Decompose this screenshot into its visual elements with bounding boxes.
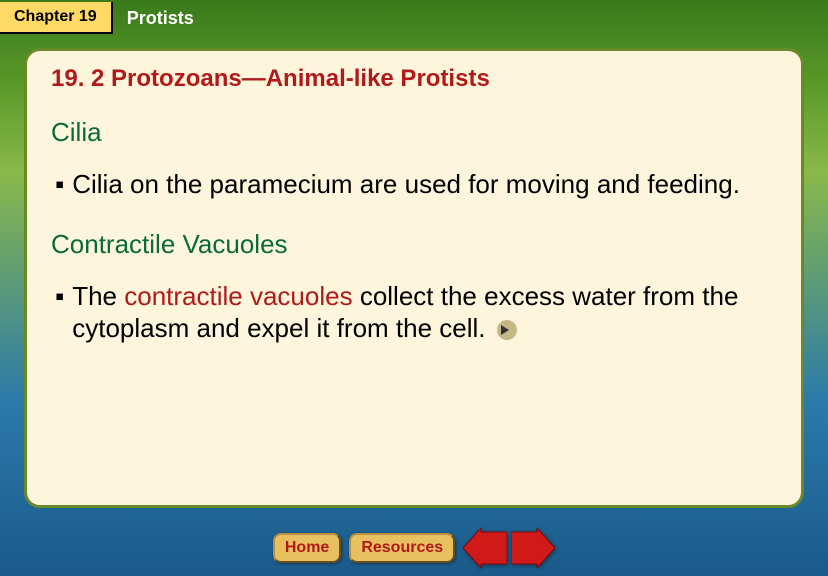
- header-bar: Chapter 19 Protists: [0, 0, 828, 36]
- prev-arrow-button[interactable]: [463, 528, 507, 568]
- chapter-label: Chapter 19: [14, 8, 97, 25]
- bullet-rest: on the paramecium are used for moving an…: [123, 169, 740, 199]
- resources-button[interactable]: Resources: [349, 533, 455, 563]
- next-arrow-button[interactable]: [511, 528, 555, 568]
- section-title: 19. 2 Protozoans—Animal-like Protists: [51, 65, 777, 93]
- bullet-vacuoles: ▪ The contractile vacuoles collect the e…: [51, 280, 777, 345]
- subtitle-vacuoles: Contractile Vacuoles: [51, 229, 777, 260]
- bullet-text-cilia: Cilia on the paramecium are used for mov…: [72, 168, 740, 201]
- arrow-group: [463, 528, 555, 568]
- bullet-prefix: The: [72, 281, 124, 311]
- bullet-highlight: contractile vacuoles: [124, 281, 352, 311]
- resources-label: Resources: [361, 539, 443, 556]
- subtitle-cilia: Cilia: [51, 117, 777, 148]
- home-button[interactable]: Home: [273, 533, 341, 563]
- content-panel: 19. 2 Protozoans—Animal-like Protists Ci…: [24, 48, 804, 508]
- bullet-marker: ▪: [55, 168, 64, 201]
- bullet-cilia: ▪ Cilia on the paramecium are used for m…: [51, 168, 777, 201]
- bullet-text-vacuoles: The contractile vacuoles collect the exc…: [72, 280, 777, 345]
- bullet-marker: ▪: [55, 280, 64, 345]
- chapter-title: Protists: [127, 8, 194, 29]
- bullet-prefix: Cilia: [72, 169, 123, 199]
- home-label: Home: [285, 539, 329, 556]
- audio-icon[interactable]: [497, 320, 517, 340]
- chapter-tab: Chapter 19: [0, 2, 113, 34]
- footer-nav: Home Resources: [0, 528, 828, 568]
